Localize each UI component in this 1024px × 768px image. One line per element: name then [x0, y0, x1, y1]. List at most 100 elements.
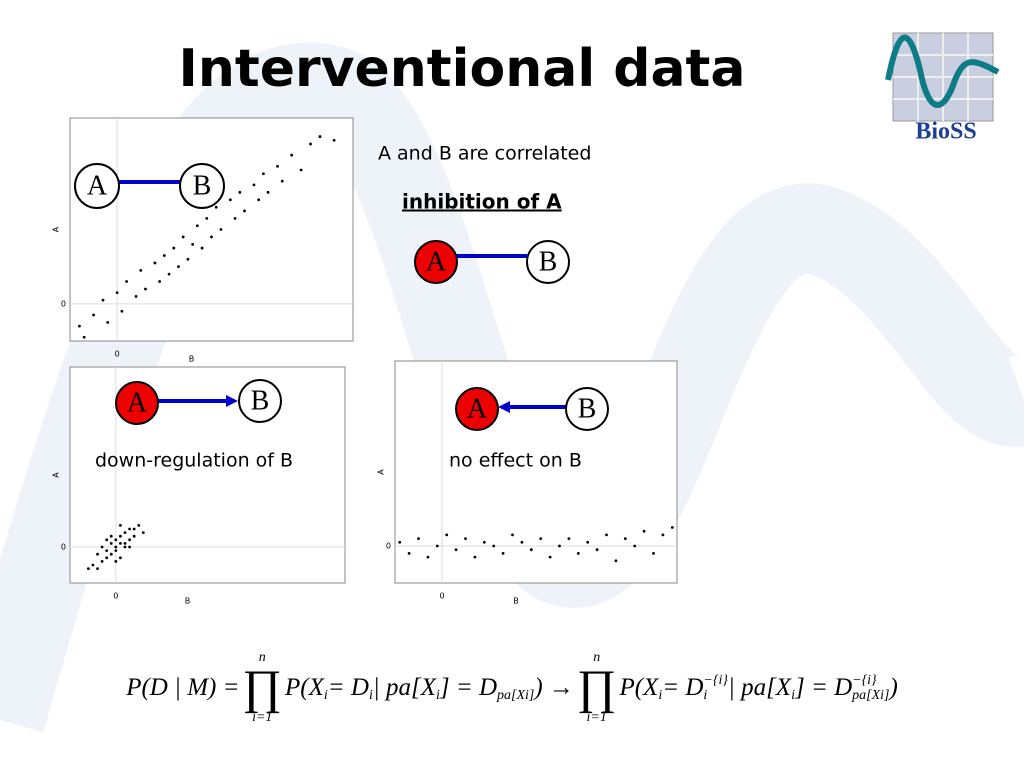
- logo-text: BioSS: [915, 119, 976, 145]
- point: [214, 205, 218, 209]
- point: [177, 265, 180, 269]
- point: [210, 235, 213, 239]
- point: [123, 542, 127, 545]
- node: [179, 163, 225, 209]
- point: [238, 190, 242, 194]
- note: inhibition of A: [402, 190, 562, 214]
- point: [109, 534, 113, 538]
- point: [520, 540, 524, 544]
- point: [119, 542, 122, 545]
- node-label: A: [467, 393, 488, 424]
- point: [172, 246, 176, 250]
- point: [623, 537, 627, 540]
- point: [435, 544, 439, 548]
- point: [539, 537, 543, 540]
- point: [191, 242, 195, 246]
- point: [473, 555, 477, 559]
- point: [114, 560, 118, 563]
- point: [252, 183, 256, 187]
- product-symbol: ∏: [576, 661, 617, 714]
- point: [101, 298, 105, 302]
- point: [417, 537, 420, 540]
- logo-wave: [885, 34, 1000, 108]
- logo: BioSS: [885, 32, 1000, 145]
- point: [128, 527, 131, 531]
- point: [558, 544, 561, 548]
- point: [128, 545, 131, 549]
- formula-text: P(X: [619, 674, 659, 701]
- point: [128, 538, 131, 542]
- point: [407, 552, 411, 555]
- formula-text: | pa[X: [727, 674, 792, 701]
- formula-text: P(D | M) =: [126, 674, 240, 701]
- node-label: A: [127, 387, 148, 418]
- node: [414, 240, 458, 284]
- y-tick-label: 0: [61, 299, 66, 308]
- point: [642, 529, 646, 533]
- point: [318, 135, 322, 138]
- point: [661, 533, 665, 537]
- formula-text: = D: [327, 674, 369, 701]
- point: [529, 548, 533, 552]
- point: [332, 138, 336, 142]
- product: n ∏ i=1: [577, 650, 617, 726]
- formula-text: ] = D: [794, 674, 853, 701]
- point: [257, 198, 261, 202]
- title: Interventional data: [178, 39, 745, 99]
- point: [106, 321, 110, 324]
- point: [114, 545, 118, 549]
- point: [100, 545, 104, 549]
- point: [109, 552, 113, 556]
- point: [119, 524, 122, 527]
- point: [114, 538, 118, 542]
- scripts: pa[Xi]: [497, 673, 534, 703]
- diagram-correlated: A B: [74, 163, 225, 209]
- point: [119, 556, 122, 560]
- point: [96, 567, 99, 570]
- formula-text: P(X: [285, 674, 324, 701]
- subscript: i: [368, 688, 373, 703]
- x-axis-label: B: [513, 597, 519, 606]
- point: [670, 526, 674, 529]
- point: [445, 533, 449, 537]
- point: [586, 540, 590, 544]
- point: [162, 254, 166, 257]
- point: [100, 560, 104, 563]
- product: n ∏ i=1: [242, 650, 282, 726]
- formula-text: = D: [662, 674, 704, 701]
- scripts: i: [658, 673, 662, 703]
- point: [132, 534, 136, 538]
- point: [567, 537, 571, 540]
- point: [501, 552, 505, 555]
- subscript: i: [703, 688, 708, 703]
- superscript: [497, 673, 534, 688]
- point: [181, 235, 185, 239]
- point: [105, 556, 109, 560]
- subscript: i: [658, 688, 663, 703]
- product-lower: i=1: [586, 710, 607, 725]
- point: [82, 335, 86, 339]
- note: A and B are correlated: [378, 143, 591, 165]
- node: [74, 163, 120, 209]
- node-label: B: [578, 393, 597, 424]
- point: [299, 168, 303, 172]
- point: [266, 190, 270, 194]
- scripts: i: [436, 673, 440, 703]
- node: [115, 381, 159, 425]
- point: [309, 142, 312, 146]
- point: [605, 533, 608, 537]
- point: [78, 324, 81, 328]
- subscript: pa[Xi]: [852, 688, 890, 703]
- node-label: B: [193, 170, 212, 201]
- point: [186, 257, 190, 261]
- arrowhead: [226, 395, 238, 407]
- plot-frame: [69, 117, 354, 342]
- product-lower: i=1: [252, 710, 273, 725]
- subscript: i: [435, 688, 440, 703]
- node: [565, 387, 609, 431]
- point: [139, 268, 143, 272]
- formula-text: | pa[X: [372, 674, 436, 701]
- scripts: i: [369, 673, 373, 703]
- point: [576, 552, 580, 555]
